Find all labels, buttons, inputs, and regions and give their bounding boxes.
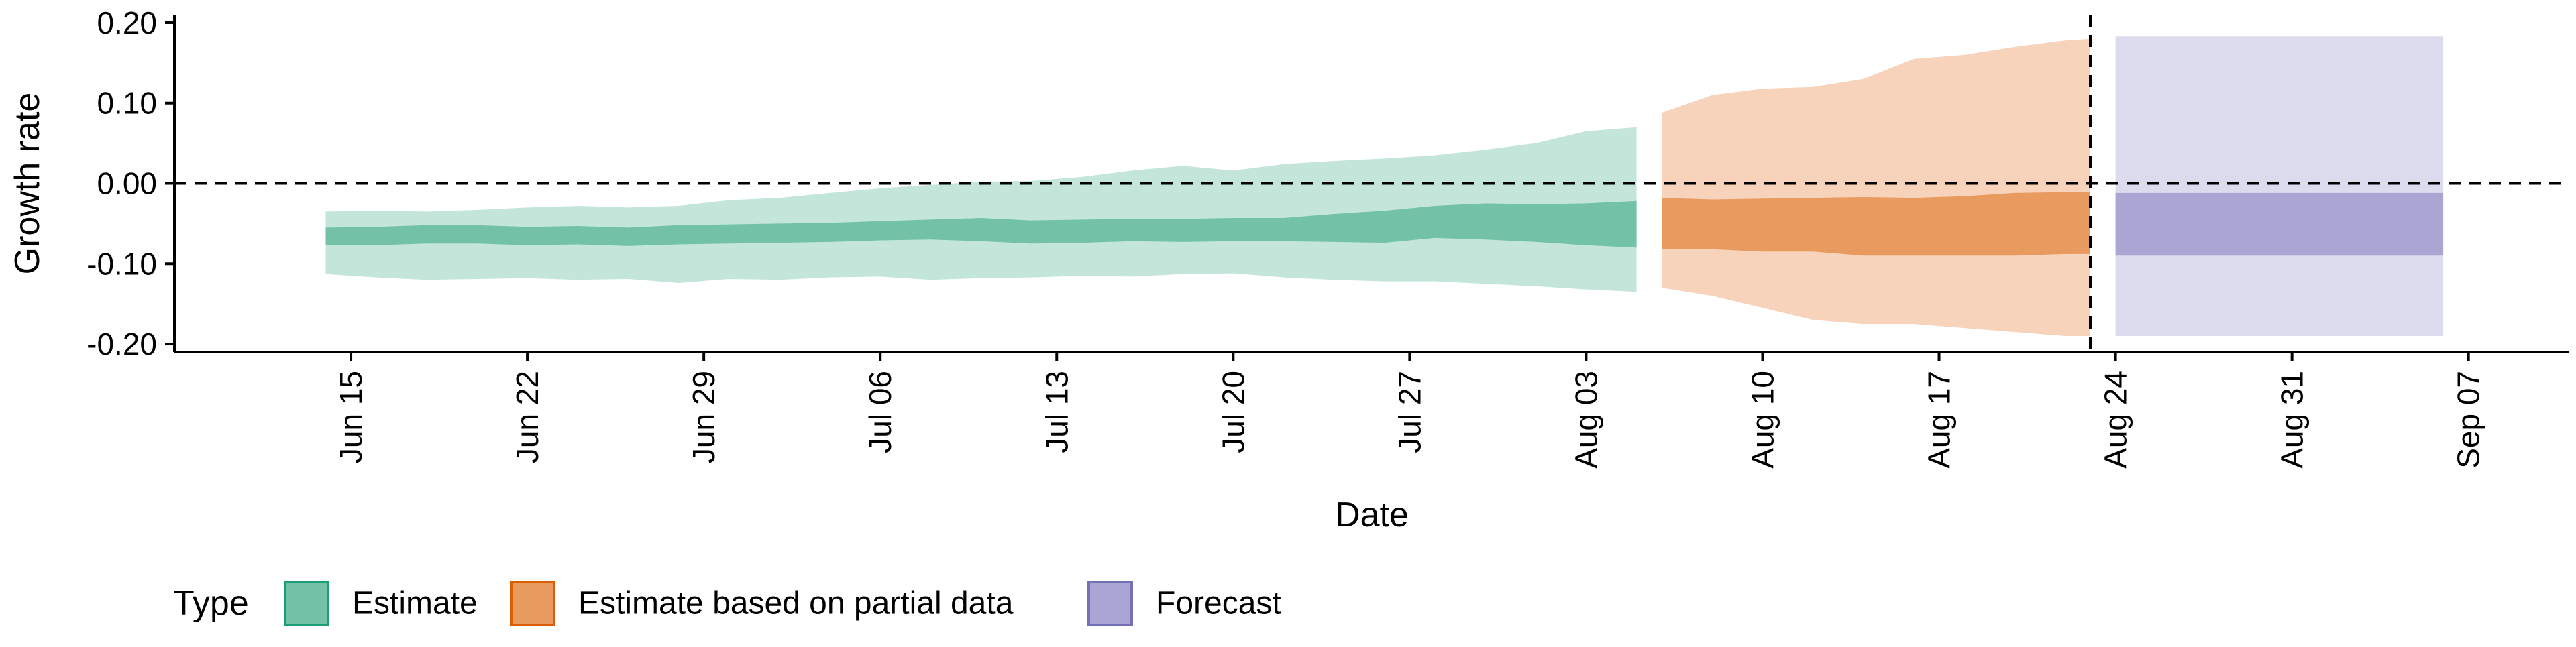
legend-title: Type bbox=[173, 584, 249, 623]
reference-lines-layer bbox=[174, 15, 2569, 352]
estimate-based-on-partial-data-outer-band bbox=[1662, 38, 2090, 337]
legend-swatch-forecast bbox=[1087, 581, 1133, 626]
y-tick-label: 0.20 bbox=[97, 5, 157, 40]
x-tick-label: Jul 13 bbox=[1039, 371, 1074, 453]
estimate-based-on-partial-data-inner-band bbox=[1662, 192, 2090, 256]
y-tick-label: -0.20 bbox=[87, 327, 157, 361]
x-tick-label: Jun 22 bbox=[510, 371, 545, 463]
x-tick-label: Jun 15 bbox=[333, 371, 368, 463]
x-tick-label: Jun 29 bbox=[686, 371, 721, 463]
x-tick-label: Jul 20 bbox=[1216, 371, 1250, 453]
legend-swatch-estimate bbox=[284, 581, 329, 626]
legend: Type Estimate Estimate based on partial d… bbox=[173, 581, 1281, 626]
legend-entries: Estimate Estimate based on partial data Fo… bbox=[284, 581, 1281, 626]
legend-label-estimate-based-on-partial-data: Estimate based on partial data bbox=[578, 586, 1014, 622]
x-axis-ticks: Jun 15 Jun 22 Jun 29 Jul 06 Jul 13 Jul 20 Jul … bbox=[333, 352, 2486, 469]
x-tick-label: Aug 03 bbox=[1568, 371, 1603, 469]
x-tick-label: Jul 27 bbox=[1392, 371, 1427, 453]
forecast-outer-band bbox=[2115, 36, 2444, 337]
estimate-outer-band bbox=[325, 127, 1637, 292]
y-tick-label: 0.10 bbox=[97, 86, 157, 121]
x-tick-label: Aug 17 bbox=[1922, 371, 1957, 469]
y-tick-label: 0.00 bbox=[97, 166, 157, 201]
y-axis-title: Growth rate bbox=[8, 93, 47, 275]
estimate-inner-band bbox=[325, 200, 1637, 248]
axes-layer: Jun 15 Jun 22 Jun 29 Jul 06 Jul 13 Jul 20 Jul … bbox=[8, 5, 2569, 534]
legend-label-estimate: Estimate bbox=[352, 586, 478, 622]
bands-layer bbox=[325, 36, 2444, 337]
y-tick-label: -0.10 bbox=[87, 246, 157, 281]
y-axis-ticks: 0.20 0.10 0.00 -0.10 -0.20 bbox=[87, 5, 174, 361]
legend-label-forecast: Forecast bbox=[1156, 586, 1281, 622]
x-tick-label: Aug 10 bbox=[1745, 371, 1780, 469]
x-tick-label: Aug 31 bbox=[2275, 371, 2310, 469]
x-tick-label: Sep 07 bbox=[2451, 371, 2486, 469]
x-axis-title: Date bbox=[1335, 495, 1409, 534]
x-tick-label: Aug 24 bbox=[2098, 371, 2133, 469]
x-tick-label: Jul 06 bbox=[863, 371, 898, 453]
forecast-inner-band bbox=[2115, 192, 2444, 256]
legend-swatch-estimate-based-on-partial-data bbox=[510, 581, 555, 626]
